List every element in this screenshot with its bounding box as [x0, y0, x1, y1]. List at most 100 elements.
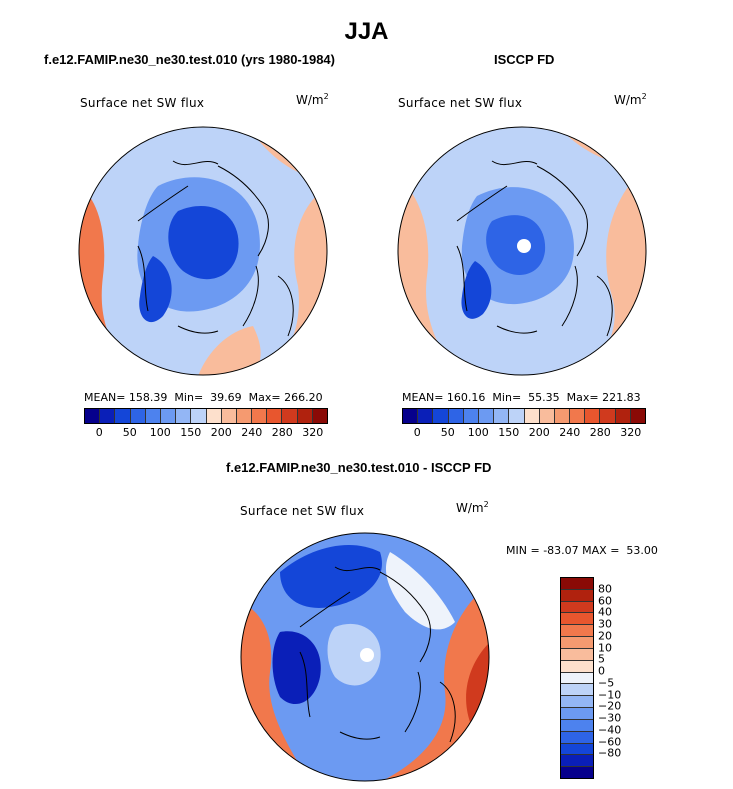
colorbar-tick-label: 0 — [95, 426, 103, 439]
panel1-stats: MEAN= 158.39 Min= 39.69 Max= 266.20 — [84, 391, 323, 404]
colorbar-tick-label: 0 — [413, 426, 421, 439]
panel2-stats: MEAN= 160.16 Min= 55.35 Max= 221.83 — [402, 391, 641, 404]
colorbar-swatch — [561, 637, 593, 649]
colorbar-swatch — [463, 409, 479, 423]
colorbar-swatch — [221, 409, 237, 423]
colorbar-swatch — [561, 708, 593, 720]
colorbar-swatch — [561, 731, 593, 744]
colorbar-tick-label: 80 — [598, 582, 612, 596]
panel1-title: f.e12.FAMIP.ne30_ne30.test.010 (yrs 1980… — [44, 52, 335, 67]
colorbar-tick-label: 150 — [498, 426, 520, 439]
colorbar-swatch — [561, 696, 593, 709]
colorbar-swatch — [130, 409, 146, 423]
panel1-units: W/m2 — [296, 92, 329, 107]
panel3-map — [240, 532, 490, 782]
colorbar-swatch — [600, 409, 616, 423]
colorbar-tick-label: −10 — [598, 688, 622, 702]
colorbar-swatch — [252, 409, 268, 423]
colorbar-swatch — [539, 409, 555, 423]
colorbar-swatch — [561, 672, 593, 685]
colorbar-tick-label: −20 — [598, 699, 622, 713]
colorbar-swatch — [561, 601, 593, 614]
panel3-light-region-northeast — [385, 552, 455, 630]
colorbar-swatch — [206, 409, 222, 423]
panel2-units: W/m2 — [614, 92, 647, 107]
panel1-variable-label: Surface net SW flux — [80, 96, 205, 110]
panel1-map — [78, 126, 328, 376]
colorbar-swatch — [494, 409, 510, 423]
panel3-deep-blue-greenland — [272, 631, 321, 705]
colorbar-swatch — [403, 409, 419, 423]
colorbar-tick-label: 60 — [598, 594, 612, 608]
colorbar-tick-label: 150 — [180, 426, 202, 439]
colorbar-tick-label: 200 — [210, 426, 232, 439]
colorbar-swatch — [561, 684, 593, 697]
colorbar-tick-label: 280 — [589, 426, 611, 439]
panel2-deep-blue-core — [486, 215, 546, 275]
colorbar-tick-label: −30 — [598, 711, 622, 725]
colorbar-tick-label: 40 — [598, 605, 612, 619]
colorbar-swatch — [561, 767, 593, 779]
panel3-stats: MIN = -83.07 MAX = 53.00 — [506, 544, 658, 557]
panel3-deep-blue-north — [280, 544, 382, 608]
colorbar-swatch — [115, 409, 131, 423]
figure-title: JJA — [344, 18, 389, 45]
colorbar-tick-label: 200 — [528, 426, 550, 439]
panel3-units: W/m2 — [456, 500, 489, 515]
colorbar-swatch — [570, 409, 586, 423]
colorbar-tick-label: 50 — [440, 426, 455, 439]
panel1-colorbar: 0 50 100 150 200 240 280 320 — [84, 408, 328, 440]
panel2-colorbar: 0 50 100 150 200 240 280 320 — [402, 408, 646, 440]
colorbar-swatch — [433, 409, 449, 423]
panel1-coastline — [137, 160, 294, 337]
panel2-map — [397, 126, 647, 376]
colorbar-swatch — [554, 409, 571, 423]
colorbar-swatch — [282, 409, 298, 423]
panel3-pole-hole — [360, 648, 374, 662]
colorbar-swatch — [191, 409, 207, 423]
colorbar-swatch — [145, 409, 161, 423]
panel3-colorbar: 80 60 40 30 20 10 5 0 −5 −10 −20 −30 −40 −60 −80 — [560, 577, 621, 779]
colorbar-tick-label: −40 — [598, 723, 622, 737]
colorbar-tick-label: 320 — [302, 426, 324, 439]
colorbar-swatch — [561, 613, 593, 626]
colorbar-tick-label: 30 — [598, 617, 612, 631]
colorbar-tick-label: 240 — [559, 426, 581, 439]
colorbar-tick-label: 100 — [467, 426, 489, 439]
colorbar-swatch — [630, 409, 645, 423]
colorbar-tick-label: 10 — [598, 641, 612, 655]
panel2-coastline — [456, 160, 613, 337]
colorbar-swatch — [478, 409, 495, 423]
colorbar-swatch — [85, 409, 101, 423]
colorbar-swatch — [176, 409, 192, 423]
colorbar-tick-label: 280 — [271, 426, 293, 439]
colorbar-tick-label: −60 — [598, 735, 622, 749]
colorbar-tick-label: 100 — [149, 426, 171, 439]
panel2-variable-label: Surface net SW flux — [398, 96, 523, 110]
panel3-title: f.e12.FAMIP.ne30_ne30.test.010 - ISCCP F… — [226, 460, 492, 475]
colorbar-swatch — [236, 409, 253, 423]
colorbar-tick-label: 50 — [122, 426, 137, 439]
colorbar-swatch — [561, 625, 593, 638]
colorbar-swatch — [561, 648, 593, 661]
panel3-variable-label: Surface net SW flux — [240, 504, 365, 518]
panel1-warm-region-south — [198, 326, 261, 375]
colorbar-tick-label: 20 — [598, 629, 612, 643]
colorbar-swatch — [561, 743, 593, 756]
colorbar-swatch — [561, 755, 593, 768]
colorbar-tick-label: 5 — [598, 652, 605, 666]
colorbar-tick-label: 0 — [598, 664, 605, 678]
colorbar-swatch — [448, 409, 464, 423]
colorbar-swatch — [561, 578, 593, 590]
panel1-deep-blue-core — [168, 205, 239, 280]
colorbar-swatch — [297, 409, 313, 423]
colorbar-swatch — [561, 719, 593, 732]
panel2-title: ISCCP FD — [494, 52, 555, 67]
panel2-pole-hole — [517, 239, 531, 253]
colorbar-swatch — [160, 409, 177, 423]
colorbar-tick-label: −5 — [598, 676, 615, 690]
colorbar-swatch — [524, 409, 540, 423]
colorbar-swatch — [585, 409, 601, 423]
colorbar-swatch — [418, 409, 434, 423]
colorbar-swatch — [561, 589, 593, 602]
